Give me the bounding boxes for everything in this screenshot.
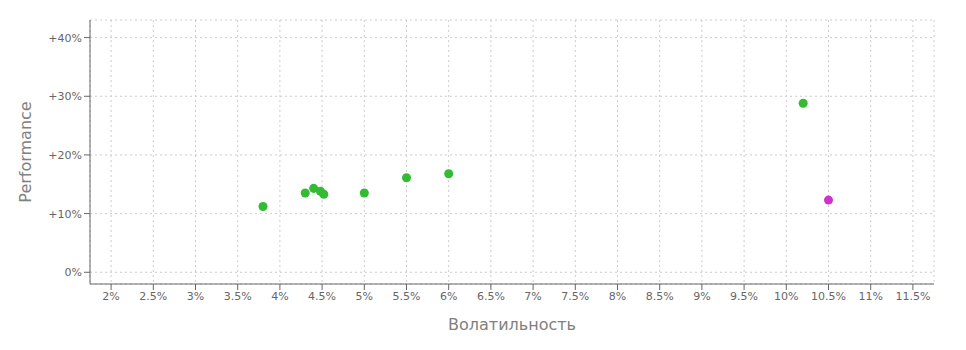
svg-text:4.5%: 4.5% xyxy=(308,290,336,303)
svg-text:3%: 3% xyxy=(187,290,204,303)
svg-text:3.5%: 3.5% xyxy=(224,290,252,303)
svg-text:0%: 0% xyxy=(65,266,82,279)
svg-text:8.5%: 8.5% xyxy=(646,290,674,303)
svg-text:8%: 8% xyxy=(609,290,626,303)
svg-text:+10%: +10% xyxy=(48,208,82,221)
svg-text:9.5%: 9.5% xyxy=(730,290,758,303)
svg-text:7.5%: 7.5% xyxy=(561,290,589,303)
svg-text:2%: 2% xyxy=(102,290,119,303)
svg-text:6%: 6% xyxy=(440,290,457,303)
svg-text:10%: 10% xyxy=(774,290,798,303)
svg-text:9%: 9% xyxy=(693,290,710,303)
svg-text:5.5%: 5.5% xyxy=(393,290,421,303)
svg-text:4%: 4% xyxy=(271,290,288,303)
svg-text:7%: 7% xyxy=(524,290,541,303)
svg-text:Performance: Performance xyxy=(16,101,35,202)
svg-text:6.5%: 6.5% xyxy=(477,290,505,303)
svg-text:+20%: +20% xyxy=(48,149,82,162)
svg-text:11%: 11% xyxy=(858,290,882,303)
svg-text:+40%: +40% xyxy=(48,32,82,45)
svg-text:Волатильность: Волатильность xyxy=(448,315,576,334)
svg-text:5%: 5% xyxy=(356,290,373,303)
svg-text:10.5%: 10.5% xyxy=(811,290,846,303)
svg-text:11.5%: 11.5% xyxy=(895,290,930,303)
svg-text:2.5%: 2.5% xyxy=(139,290,167,303)
svg-text:+30%: +30% xyxy=(48,90,82,103)
